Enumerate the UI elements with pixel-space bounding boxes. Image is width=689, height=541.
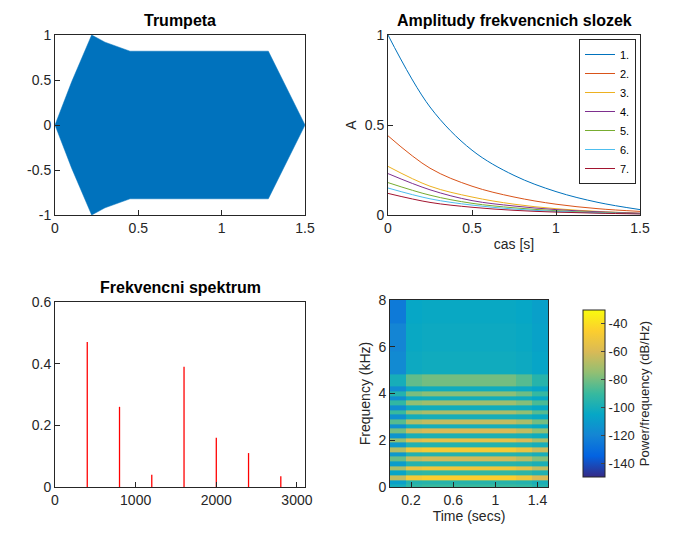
svg-text:0: 0 xyxy=(384,220,392,236)
svg-text:Amplitudy frekvencnich slozek: Amplitudy frekvencnich slozek xyxy=(397,12,632,29)
svg-text:0: 0 xyxy=(378,479,386,495)
svg-text:1: 1 xyxy=(43,27,51,43)
svg-text:0.2: 0.2 xyxy=(401,492,421,508)
svg-text:0: 0 xyxy=(51,220,59,236)
svg-text:1: 1 xyxy=(376,27,384,43)
svg-text:-140: -140 xyxy=(609,456,635,471)
svg-text:4.: 4. xyxy=(620,106,629,118)
svg-text:8: 8 xyxy=(378,292,386,308)
svg-text:0: 0 xyxy=(376,207,384,223)
svg-text:Time (secs): Time (secs) xyxy=(433,508,506,524)
svg-text:-0.5: -0.5 xyxy=(27,162,51,178)
svg-text:6.: 6. xyxy=(620,144,629,156)
svg-text:0.5: 0.5 xyxy=(365,117,385,133)
svg-text:0.6: 0.6 xyxy=(32,294,52,310)
svg-text:1.: 1. xyxy=(620,49,629,61)
svg-text:cas [s]: cas [s] xyxy=(494,236,534,252)
svg-text:0: 0 xyxy=(43,479,51,495)
svg-text:1.4: 1.4 xyxy=(528,492,548,508)
svg-text:7.: 7. xyxy=(620,163,629,175)
svg-text:1: 1 xyxy=(552,220,560,236)
svg-text:0.5: 0.5 xyxy=(32,72,52,88)
svg-text:1: 1 xyxy=(218,220,226,236)
svg-text:4: 4 xyxy=(378,385,386,401)
svg-text:A: A xyxy=(343,120,359,130)
svg-text:3.: 3. xyxy=(620,87,629,99)
svg-text:6: 6 xyxy=(378,339,386,355)
svg-text:2000: 2000 xyxy=(201,492,232,508)
svg-text:0.2: 0.2 xyxy=(32,417,52,433)
svg-text:1.5: 1.5 xyxy=(630,220,650,236)
svg-text:0: 0 xyxy=(43,117,51,133)
svg-text:-60: -60 xyxy=(609,344,628,359)
svg-text:0.5: 0.5 xyxy=(129,220,149,236)
svg-text:Frekvencni spektrum: Frekvencni spektrum xyxy=(100,279,261,296)
svg-text:0.4: 0.4 xyxy=(32,356,52,372)
svg-text:Power/frequency (dB/Hz): Power/frequency (dB/Hz) xyxy=(637,321,652,466)
svg-text:0: 0 xyxy=(51,492,59,508)
svg-text:0.5: 0.5 xyxy=(462,220,482,236)
svg-text:2.: 2. xyxy=(620,68,629,80)
svg-text:-1: -1 xyxy=(39,207,52,223)
svg-text:3000: 3000 xyxy=(281,492,312,508)
svg-text:-40: -40 xyxy=(609,316,628,331)
svg-text:1: 1 xyxy=(491,492,499,508)
svg-text:5.: 5. xyxy=(620,125,629,137)
svg-text:1.5: 1.5 xyxy=(295,220,315,236)
svg-text:1000: 1000 xyxy=(120,492,151,508)
svg-text:-80: -80 xyxy=(609,372,628,387)
svg-text:Trumpeta: Trumpeta xyxy=(144,12,216,29)
svg-text:Frequency (kHz): Frequency (kHz) xyxy=(357,342,373,445)
svg-text:0.6: 0.6 xyxy=(443,492,463,508)
svg-text:-100: -100 xyxy=(609,400,635,415)
svg-text:2: 2 xyxy=(378,432,386,448)
svg-text:-120: -120 xyxy=(609,428,635,443)
